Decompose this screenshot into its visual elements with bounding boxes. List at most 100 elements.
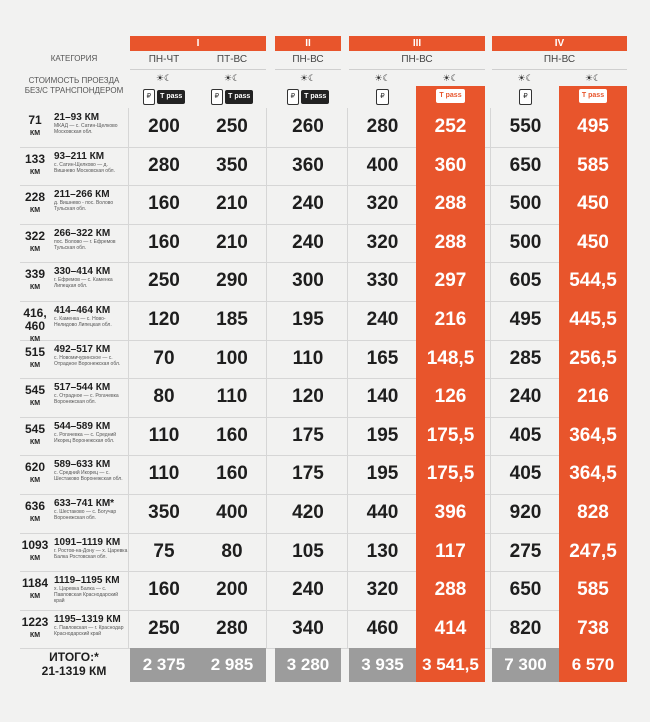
- price-cell: 364,5: [559, 416, 627, 456]
- payment-tags: ₽ T pass: [198, 86, 266, 108]
- price-cell: 175: [292, 424, 324, 446]
- segment-range: 492–517 КМ: [54, 343, 111, 355]
- column-divider: [128, 609, 129, 649]
- days-label-g1b: ПТ-ВС: [198, 51, 266, 70]
- price-cell: 195: [292, 309, 324, 330]
- column-divider: [266, 378, 267, 417]
- price-cell: 445,5: [559, 301, 627, 340]
- cash-icon: ₽: [210, 89, 224, 105]
- segment-range: 517–544 КМ: [54, 382, 111, 394]
- price-cell: 160: [216, 424, 248, 446]
- price-cell: 320: [366, 231, 399, 253]
- distance-unit: КМ: [29, 336, 41, 343]
- column-divider: [490, 532, 491, 572]
- price-cell: 495: [559, 108, 627, 147]
- cash-icon: ₽: [519, 89, 532, 105]
- segment-range: 1119–1195 КМ: [54, 575, 120, 587]
- price-cell: 75: [153, 540, 175, 562]
- column-divider: [128, 455, 129, 494]
- price-cell: 105: [292, 540, 324, 562]
- distance-unit: КМ: [29, 516, 41, 523]
- column-divider: [266, 223, 267, 263]
- total-value: 3 935: [349, 648, 416, 682]
- column-divider: [347, 416, 348, 456]
- cost-label: СТОИМОСТЬ ПРОЕЗДА БЕЗ/С ТРАНСПОНДЕРОМ: [24, 76, 124, 95]
- column-divider: [490, 609, 491, 649]
- column-divider: [266, 455, 267, 494]
- price-cell: 252: [416, 108, 485, 147]
- price-cell: 250: [216, 116, 248, 137]
- table-row: 228 КМ 211–266 КМ д. Вишнево - пос. Волово …: [20, 185, 627, 225]
- column-divider: [128, 185, 129, 224]
- column-divider: [266, 146, 267, 186]
- segment-description: с. Сатин-Щелково — д. Вишнево Московская…: [54, 161, 115, 174]
- segment-range: 589–633 КМ: [54, 459, 111, 471]
- transponder-icon: T pass: [157, 90, 186, 104]
- column-divider: [347, 494, 348, 533]
- price-cell: 297: [416, 262, 485, 301]
- table-row: 71 КМ 21–93 КМ МКАД — с. Сатин-Щелково Моск…: [20, 108, 627, 148]
- price-cell: 175: [292, 463, 324, 485]
- price-cell: 130: [366, 540, 399, 562]
- price-cell: 280: [148, 154, 180, 176]
- distance-km: 1093 КМ: [20, 537, 50, 565]
- distance-unit: КМ: [29, 130, 41, 137]
- distance-unit: КМ: [29, 477, 41, 485]
- column-divider: [490, 571, 491, 610]
- distance-unit: КМ: [29, 168, 41, 176]
- price-cell: 120: [148, 309, 180, 330]
- column-divider: [266, 185, 267, 224]
- table-row: 545 КМ 517–544 КМ с. Отрадное — с. Рогачевк…: [20, 378, 627, 418]
- payment-tags: T pass: [559, 86, 627, 108]
- price-cell: 360: [416, 146, 485, 186]
- price-cell: 650: [509, 154, 542, 176]
- total-value: 6 570: [559, 648, 627, 682]
- table-row: 1093 КМ 1091–1119 КМ г. Ростов-на-Дону — х.…: [20, 532, 627, 573]
- distance-unit: КМ: [29, 207, 41, 215]
- price-cell: 160: [148, 193, 180, 215]
- distance-km: 636 КМ: [20, 500, 50, 526]
- price-cell: 500: [509, 193, 542, 215]
- day-night-icon: ☀☾: [299, 73, 317, 83]
- segment-range: 544–589 КМ: [54, 420, 111, 432]
- table-row: 515 КМ 492–517 КМ с. Новомичуринское — с. О…: [20, 339, 627, 380]
- price-cell: 216: [416, 301, 485, 340]
- distance-value: 1093: [21, 537, 49, 552]
- price-cell: 175,5: [416, 416, 485, 456]
- table-row: 133 КМ 93–211 КМ с. Сатин-Щелково — д. Вишн…: [20, 146, 627, 187]
- distance-unit: КМ: [29, 554, 41, 562]
- segment: 1195–1319 КМ с. Павловская — г. Краснодар…: [54, 614, 128, 637]
- table-row: 545 КМ 544–589 КМ с. Рогачевка — с. Средний…: [20, 416, 627, 457]
- price-cell: 100: [216, 347, 248, 369]
- price-cell: 195: [366, 424, 399, 446]
- payment-tags: ₽ T pass: [130, 86, 198, 108]
- price-cell: 330: [366, 270, 399, 292]
- column-divider: [347, 301, 348, 340]
- total-value: 3 280: [275, 648, 341, 682]
- price-cell: 280: [216, 617, 248, 639]
- segment: 544–589 КМ с. Рогачевка — с. Средний Икор…: [54, 421, 128, 444]
- distance-value: 1184: [21, 576, 49, 591]
- total-value: 2 375: [130, 648, 198, 682]
- segment-description: с. Павловская — г. Краснодар Краснодарск…: [54, 624, 124, 637]
- column-divider: [490, 455, 491, 494]
- price-cell: 110: [216, 386, 248, 408]
- price-cell: 585: [559, 146, 627, 186]
- column-divider: [490, 378, 491, 417]
- price-cell: 240: [292, 193, 324, 215]
- price-cell: 140: [366, 386, 399, 408]
- price-cell: 256,5: [559, 339, 627, 379]
- segment-range: 1091–1119 КМ: [54, 536, 121, 548]
- segment: 517–544 КМ с. Отрадное — с. Рогачевка Вор…: [54, 382, 128, 405]
- segment: 330–414 КМ г. Ефремов — с. Каменка Липецк…: [54, 266, 128, 289]
- price-cell: 288: [416, 571, 485, 610]
- price-cell: 250: [148, 270, 180, 292]
- distance-km: 515 КМ: [20, 345, 50, 372]
- price-cell: 275: [509, 540, 542, 562]
- segment-range: 21–93 КМ: [54, 112, 100, 123]
- distance-value: 620: [24, 460, 46, 475]
- price-cell: 320: [366, 579, 399, 601]
- table-row: 1223 КМ 1195–1319 КМ с. Павловская — г. Кра…: [20, 609, 627, 650]
- price-cell: 240: [509, 386, 542, 408]
- price-cell: 185: [216, 309, 248, 330]
